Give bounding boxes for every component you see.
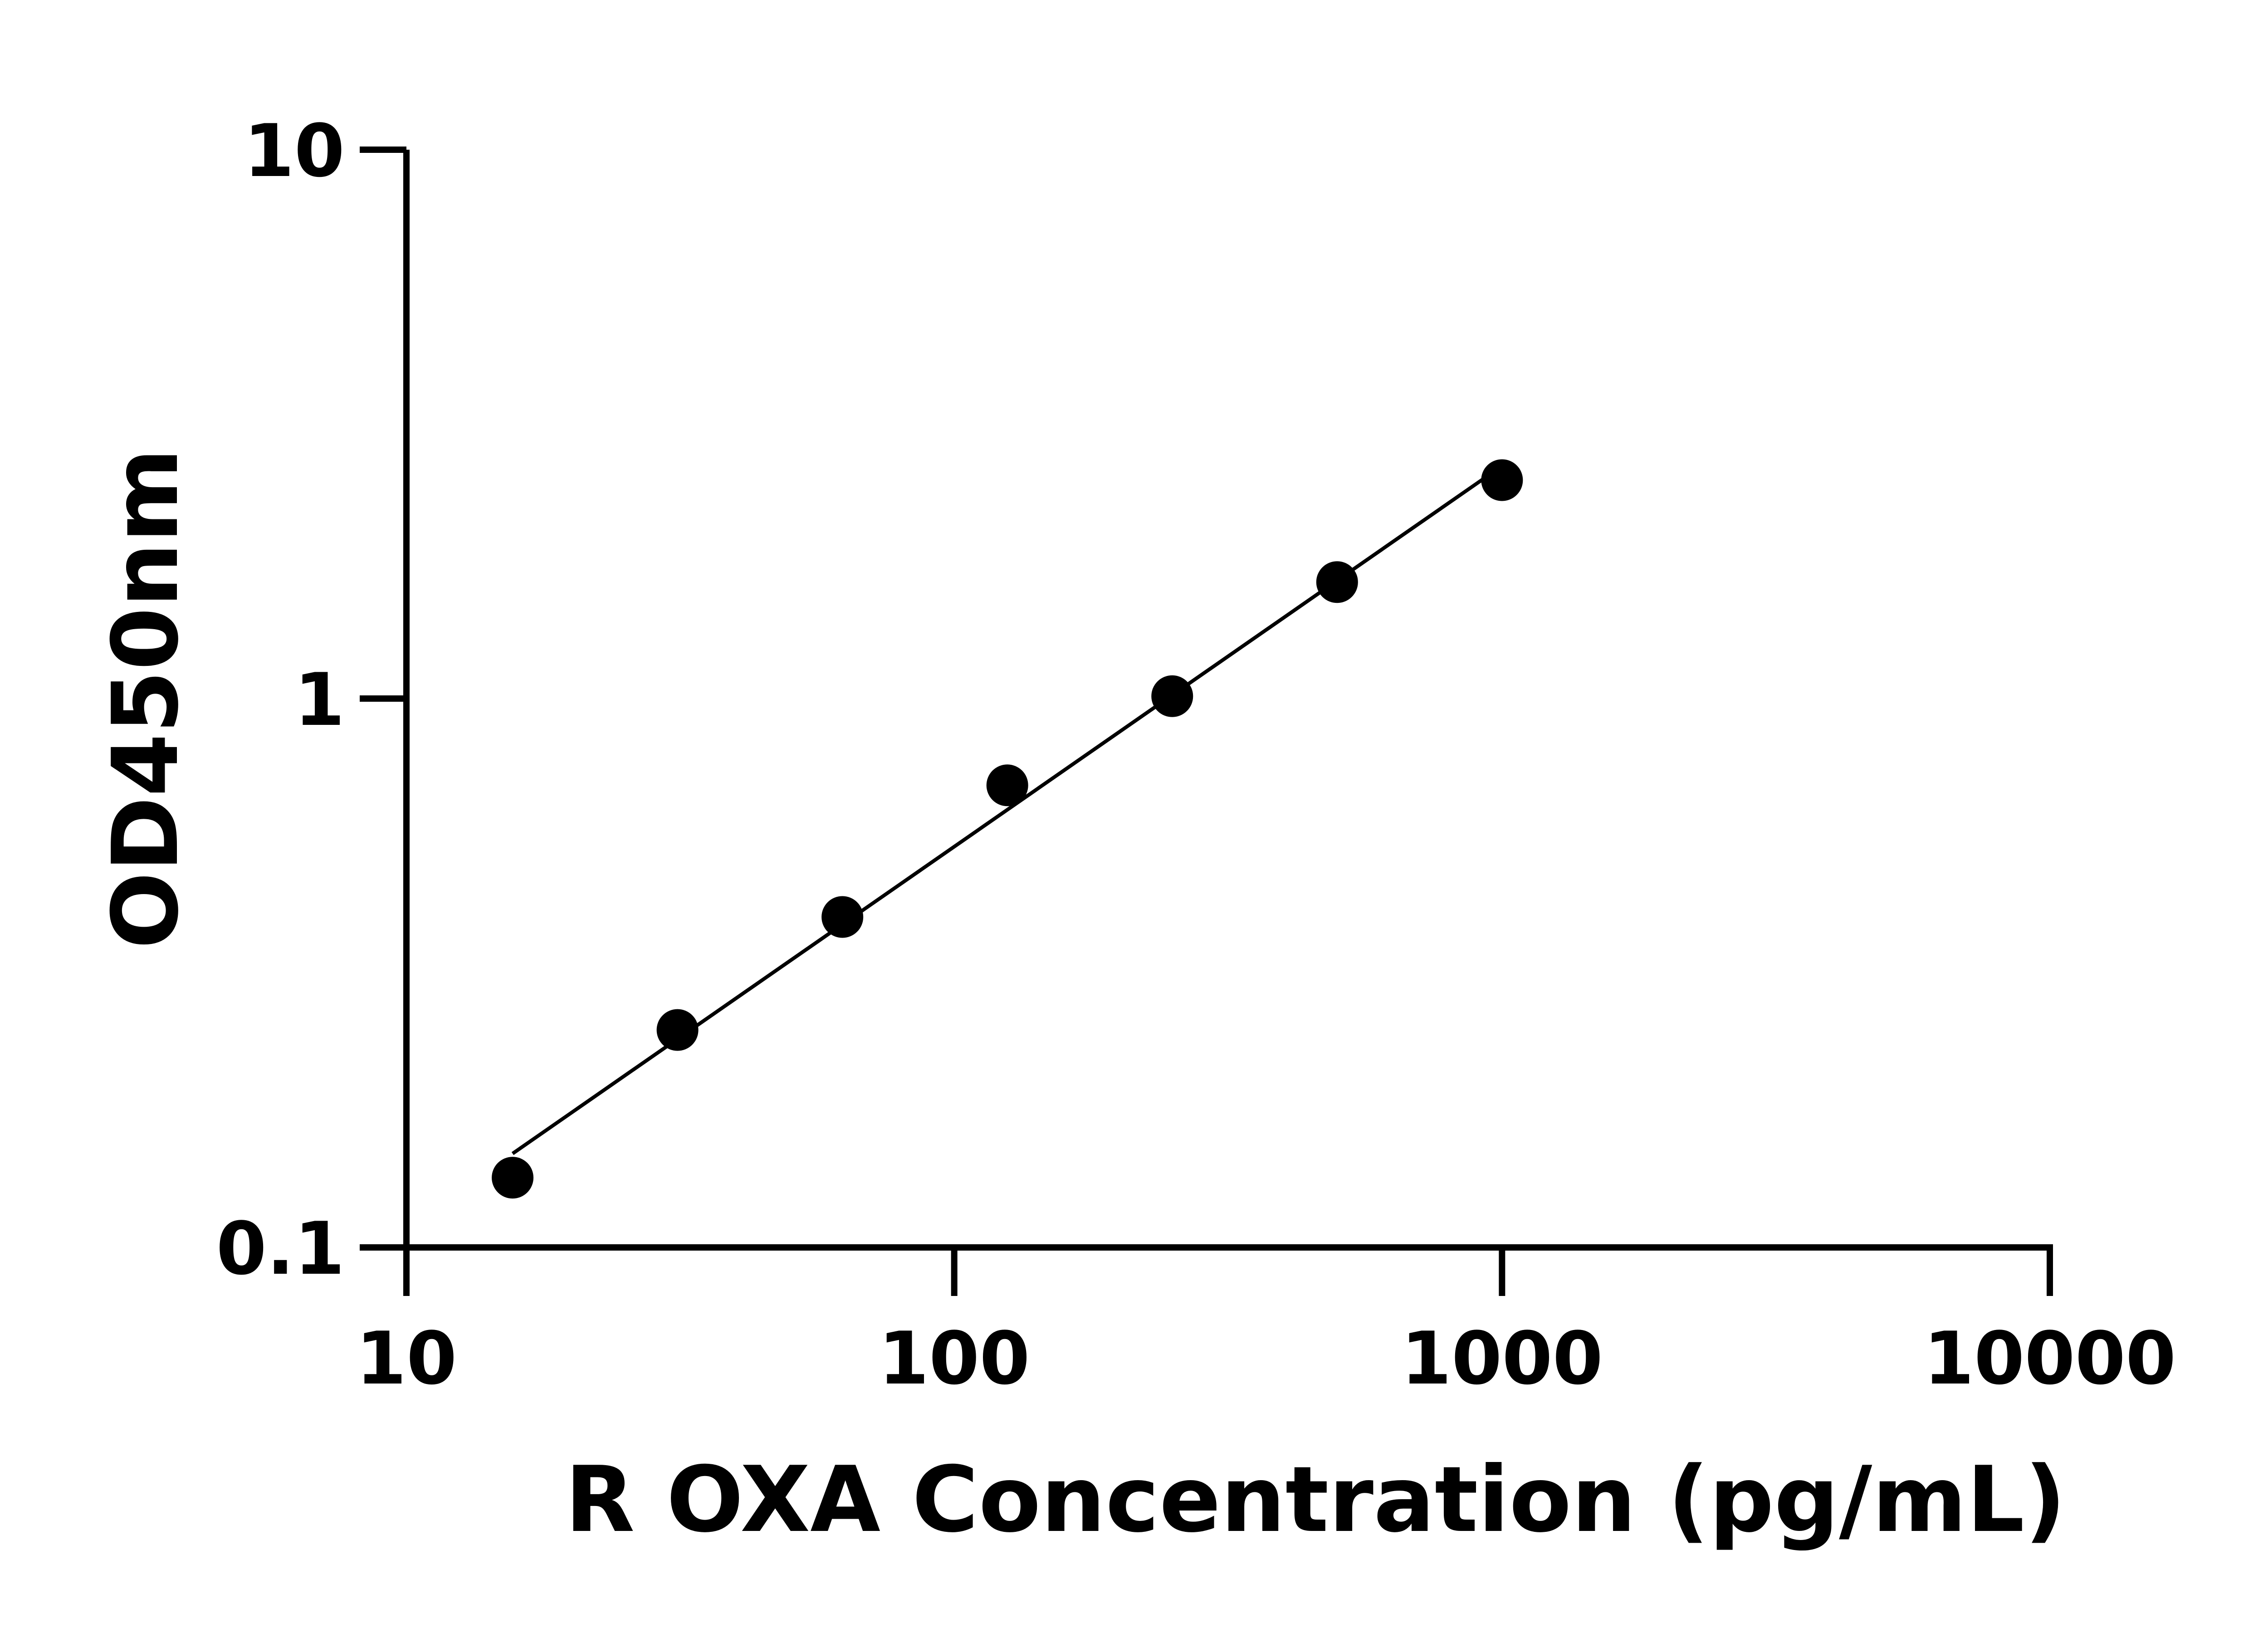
data-point — [821, 896, 864, 938]
x-tick-label: 10000 — [1924, 1316, 2176, 1401]
y-axis-label: OD450nm — [93, 448, 199, 949]
data-point — [656, 1009, 699, 1051]
data-point — [1316, 561, 1358, 603]
x-axis-label: R OXA Concentration (pg/mL) — [565, 1447, 2066, 1553]
y-tick-label: 10 — [244, 108, 345, 193]
y-tick-label: 0.1 — [216, 1206, 345, 1291]
x-tick-label: 100 — [879, 1316, 1030, 1401]
x-tick-label: 1000 — [1401, 1316, 1603, 1401]
y-tick-label: 1 — [294, 657, 345, 742]
data-point — [1151, 675, 1193, 717]
data-point — [492, 1157, 534, 1199]
x-tick-label: 10 — [356, 1316, 457, 1401]
data-marks — [492, 459, 1523, 1199]
data-point — [986, 764, 1028, 807]
data-point — [1481, 459, 1523, 501]
axes: 0.1 1 10 10 100 1000 10000 — [216, 108, 2176, 1401]
